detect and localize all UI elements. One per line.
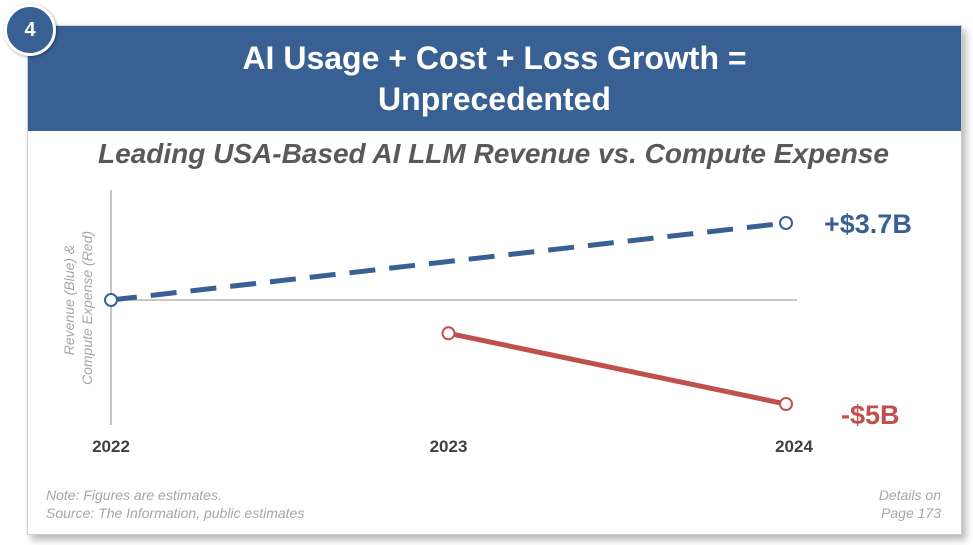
page-reference: Details on Page 173 [879, 486, 941, 522]
chart-title: Leading USA-Based AI LLM Revenue vs. Com… [98, 138, 889, 169]
y-axis-label-line2: Compute Expense (Red) [79, 231, 95, 385]
details-page: Page 173 [881, 505, 941, 521]
data-point-compute-expense-0 [441, 326, 456, 341]
data-point-revenue-0 [104, 293, 118, 307]
slide-card: AI Usage + Cost + Loss Growth = Unpreced… [27, 25, 962, 535]
note-line: Note: Figures are estimates. [46, 487, 222, 503]
x-tick-label-2024: 2024 [775, 437, 813, 456]
series-line-compute-expense [447, 330, 787, 407]
source-line: Source: The Information, public estimate… [46, 505, 305, 521]
x-tick-label-2022: 2022 [92, 437, 130, 456]
slide-number-badge: 4 [4, 4, 56, 56]
end-value-label-revenue: +$3.7B [824, 209, 912, 239]
data-point-revenue-1 [779, 216, 793, 230]
details-line: Details on [878, 487, 941, 503]
slide-header: AI Usage + Cost + Loss Growth = Unpreced… [28, 26, 961, 131]
data-point-compute-expense-1 [779, 397, 793, 412]
header-title-line2: Unprecedented [378, 80, 611, 117]
header-title-line1: AI Usage + Cost + Loss Growth = [242, 39, 747, 76]
x-tick-label-2023: 2023 [430, 437, 468, 456]
end-value-label-compute-expense: -$5B [841, 400, 900, 430]
y-axis-label-line1: Revenue (Blue) & [61, 245, 77, 356]
footnote: Note: Figures are estimates. Source: The… [46, 486, 304, 522]
series-line-revenue [110, 220, 787, 303]
